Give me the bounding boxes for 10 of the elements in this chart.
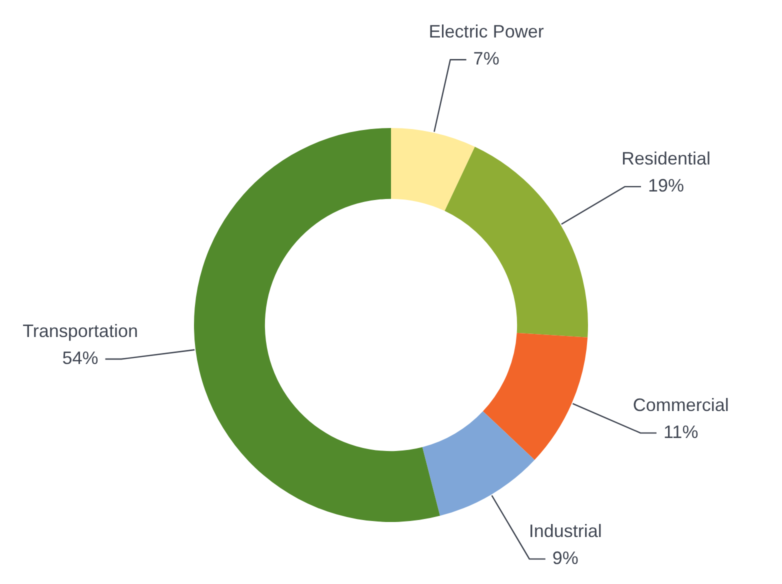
data-label: 11% [663, 422, 698, 442]
slice-label: Industrial [528, 520, 602, 541]
data-label: 7% [473, 48, 500, 69]
data-label: 9% [552, 548, 578, 568]
slice-label: Electric Power [428, 22, 544, 42]
data-label: 19% [648, 176, 684, 196]
slice-label: Transportation [22, 321, 138, 342]
data-label: 54% [62, 348, 98, 368]
slice-label: Commercial [632, 394, 729, 415]
slice-label: Residential [621, 148, 711, 169]
